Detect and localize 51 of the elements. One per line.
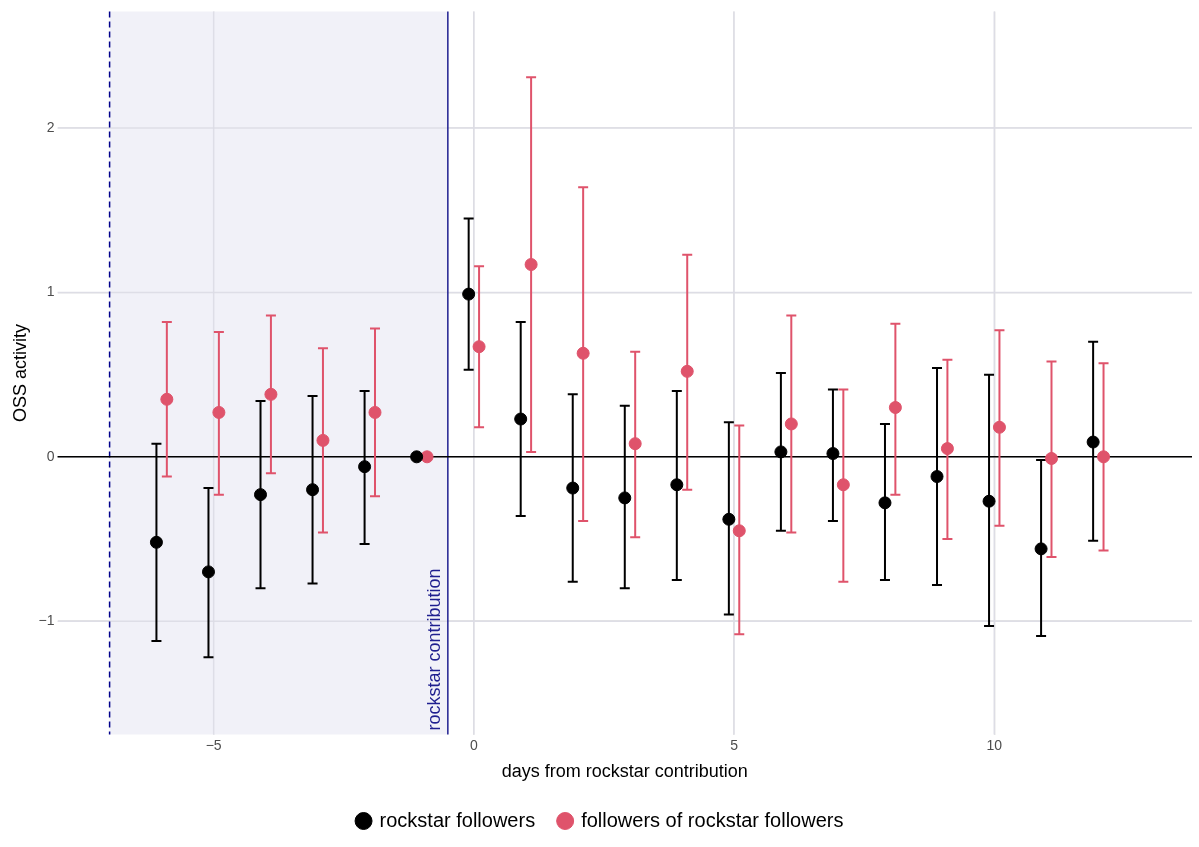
- point: [618, 491, 632, 505]
- point: [732, 524, 746, 538]
- point: [888, 401, 902, 415]
- point: [462, 287, 476, 301]
- point: [410, 450, 424, 464]
- y-tick-label: 0: [46, 447, 55, 464]
- point: [982, 494, 996, 508]
- point: [566, 481, 580, 495]
- point: [826, 447, 840, 461]
- point: [420, 450, 434, 464]
- point: [472, 340, 486, 354]
- y-tick-label: 2: [46, 118, 55, 135]
- point: [836, 478, 850, 492]
- x-axis-title: days from rockstar contribution: [501, 761, 748, 782]
- point: [1045, 451, 1058, 465]
- x-tick-label: 0: [469, 736, 478, 753]
- point: [940, 442, 954, 456]
- point: [774, 445, 788, 459]
- point: [992, 420, 1006, 434]
- point: [264, 387, 278, 401]
- point: [254, 488, 268, 502]
- point: [358, 460, 372, 474]
- point: [524, 258, 538, 272]
- point: [316, 433, 330, 447]
- y-tick-label: 1: [46, 283, 55, 300]
- point: [514, 412, 528, 426]
- point: [149, 535, 163, 549]
- point: [680, 364, 694, 378]
- point: [1034, 542, 1048, 556]
- x-tick-label: 10: [986, 736, 1003, 753]
- point: [1086, 435, 1100, 449]
- point: [628, 437, 642, 451]
- point: [576, 346, 590, 360]
- point: [878, 496, 892, 510]
- point: [160, 392, 174, 406]
- y-axis-title: OSS activity: [9, 323, 30, 423]
- point: [784, 417, 798, 431]
- point: [368, 405, 382, 419]
- point: [306, 483, 320, 497]
- legend-label: followers of rockstar followers: [581, 808, 844, 831]
- point: [670, 478, 684, 492]
- point: [201, 565, 215, 579]
- y-tick-label: −1: [38, 612, 55, 629]
- point: [722, 512, 736, 526]
- ref-line-label: rockstar contribution: [423, 568, 444, 731]
- x-tick-label: −5: [205, 736, 222, 753]
- x-tick-label: 5: [730, 736, 739, 753]
- point: [212, 405, 226, 419]
- point: [930, 470, 944, 484]
- legend-label: rockstar followers: [379, 808, 536, 831]
- point: [1097, 450, 1111, 464]
